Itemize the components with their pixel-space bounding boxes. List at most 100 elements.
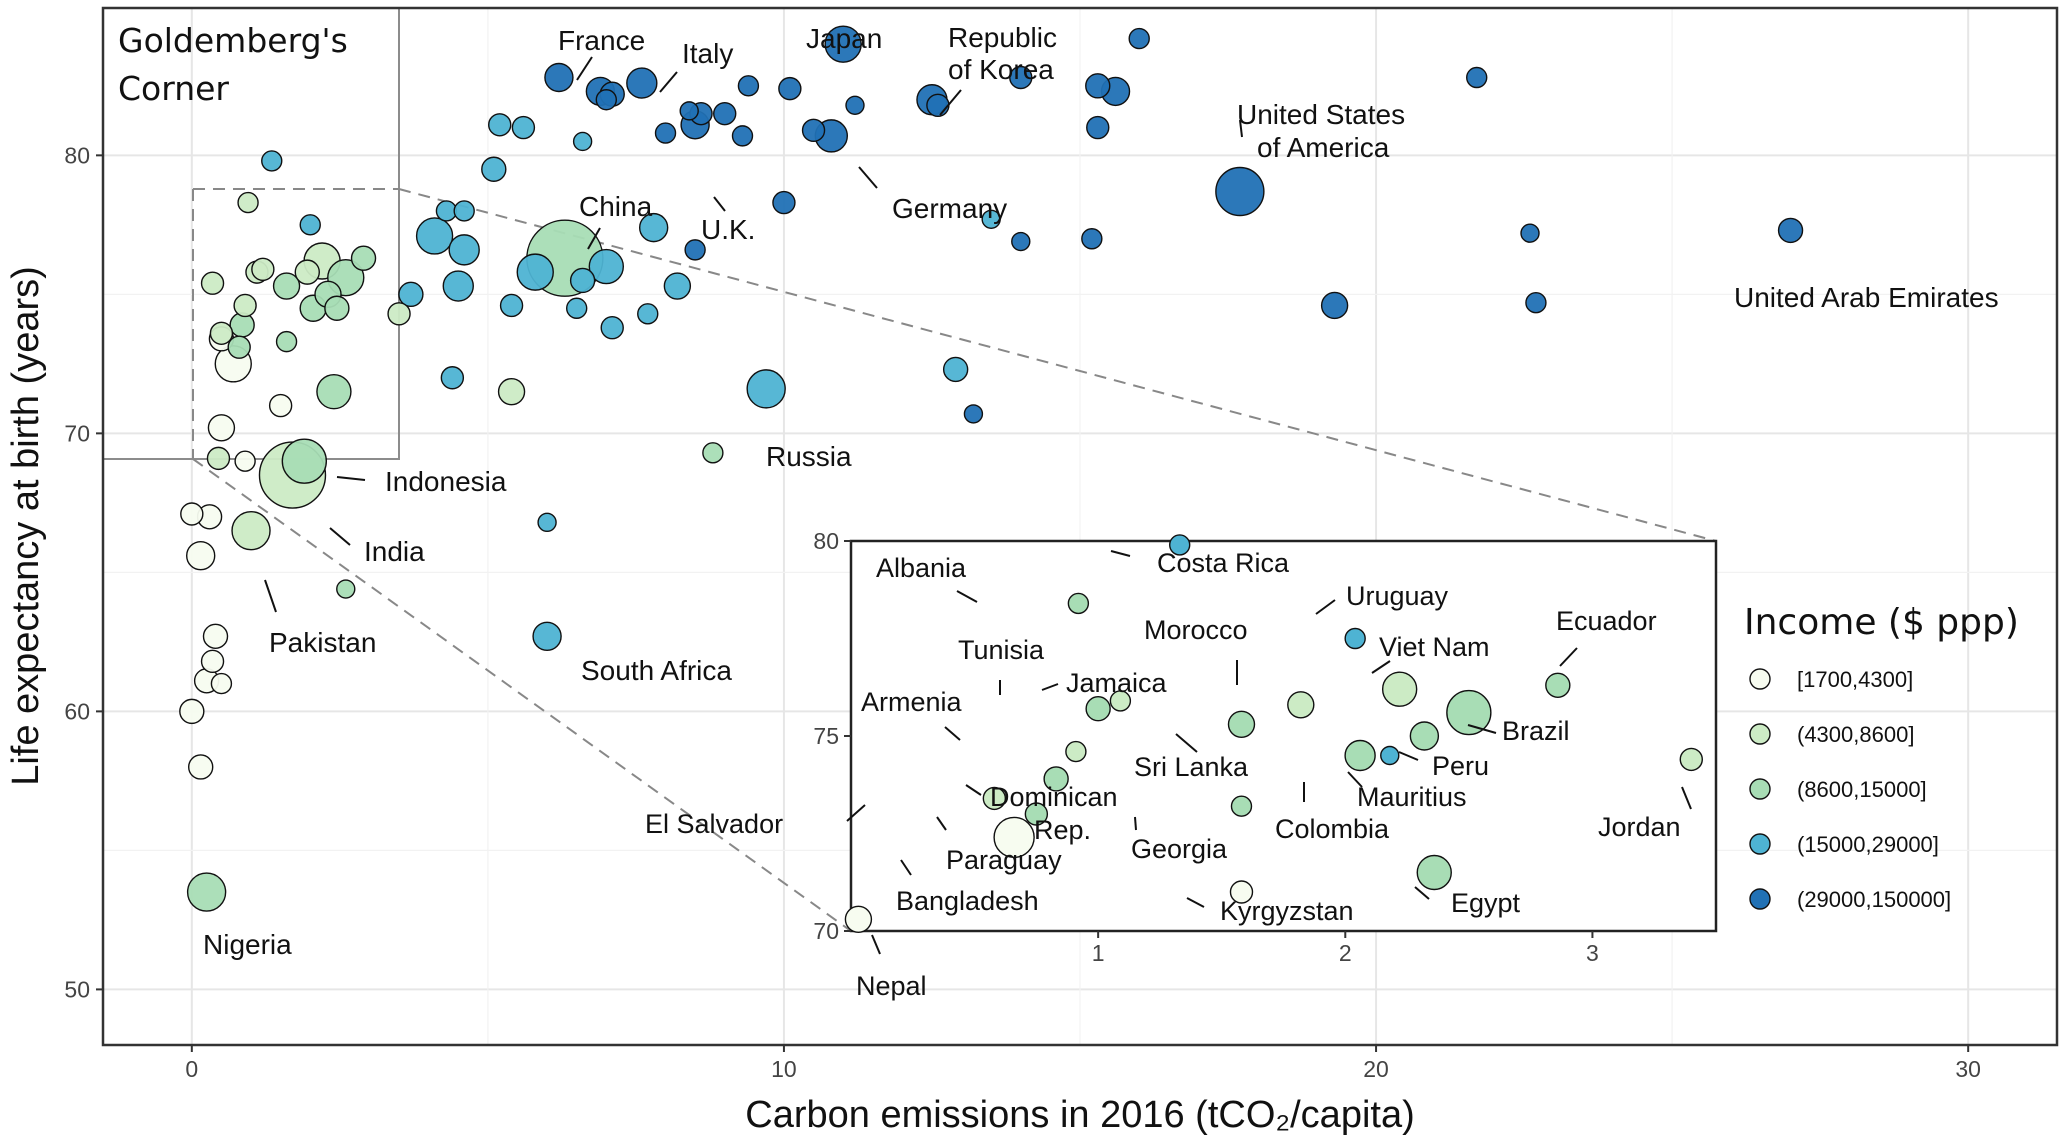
data-point (415, 217, 454, 255)
inset-label-armenia: Armenia (861, 687, 963, 717)
data-point (746, 369, 786, 409)
data-point (595, 89, 618, 111)
inset-data-point (1344, 627, 1366, 650)
data-point (626, 67, 658, 99)
data-point (180, 502, 204, 526)
data-point (565, 297, 588, 319)
legend-label: [1700,4300] (1797, 667, 1913, 692)
data-point (272, 272, 301, 300)
data-point (200, 649, 225, 674)
inset-data-point (1344, 739, 1376, 772)
data-point (202, 623, 229, 650)
data-point (350, 245, 377, 271)
goldemberg-corner-box: Goldemberg's Corner (102, 7, 1717, 932)
data-point (499, 293, 524, 318)
data-point (1011, 231, 1031, 252)
data-point (187, 754, 214, 780)
data-point (684, 239, 706, 261)
inset-y-tick-label: 70 (813, 918, 839, 944)
data-point (637, 303, 659, 325)
data-point (237, 191, 259, 214)
data-point (497, 377, 526, 406)
legend-swatch (1749, 668, 1771, 690)
inset-label-albania: Albania (876, 553, 967, 583)
label-china: China (579, 191, 653, 222)
label-france: France (558, 25, 645, 56)
data-point (772, 190, 796, 215)
data-point (294, 259, 320, 285)
data-point (511, 115, 536, 140)
legend: Income ($ ppp) [1700,4300] (4300,8600] (86… (1744, 602, 2019, 912)
data-point (186, 872, 227, 912)
y-tick-label: 80 (64, 142, 90, 168)
data-point (233, 293, 257, 318)
legend-label: (29000,150000] (1797, 887, 1951, 912)
label-indonesia: Indonesia (385, 466, 507, 497)
data-point (387, 302, 411, 326)
data-point (845, 95, 865, 116)
data-point (926, 93, 950, 118)
x-tick-label: 10 (771, 1056, 797, 1082)
axis-ticks: 0 10 20 30 50 60 70 80 (64, 142, 1981, 1082)
inset-label-peru: Peru (1432, 751, 1489, 781)
inset-label-uruguay: Uruguay (1346, 581, 1449, 611)
inset-label-tunisia: Tunisia (958, 635, 1045, 665)
data-point (1086, 115, 1110, 140)
data-point (963, 404, 984, 424)
data-point (588, 248, 625, 285)
corner-label-line1: Goldemberg's (118, 21, 348, 60)
data-point (200, 271, 225, 295)
data-point (1525, 291, 1547, 314)
data-point (227, 335, 251, 359)
inset-label-brazil: Brazil (1502, 716, 1570, 746)
data-point (231, 510, 271, 551)
label-usa-2: of America (1257, 132, 1390, 163)
data-point (532, 621, 562, 652)
label-uae: United Arab Emirates (1734, 282, 1999, 313)
data-point (1320, 291, 1349, 320)
data-point (316, 373, 352, 410)
data-point (209, 321, 234, 345)
data-point (654, 122, 677, 144)
x-axis-title: Carbon emissions in 2016 (tCO₂/capita) (745, 1094, 1415, 1136)
inset-label-colombia: Colombia (1275, 814, 1390, 844)
inset-ticks: 1 2 3 70 75 80 (813, 528, 1598, 966)
inset-label-el-salvador: El Salvador (645, 809, 783, 839)
inset-label-nepal: Nepal (856, 971, 927, 1001)
inset-label-bangladesh: Bangladesh (896, 886, 1039, 916)
data-point (663, 272, 692, 300)
legend-label: (4300,8600] (1797, 722, 1914, 747)
inset-data-point (1416, 854, 1452, 891)
data-point (179, 698, 205, 725)
label-italy: Italy (682, 38, 733, 69)
data-point (1520, 223, 1540, 243)
inset-label-sri-lanka: Sri Lanka (1134, 752, 1249, 782)
inset-panel: Costa Rica Albania Uruguay Morocco Viet … (645, 528, 1718, 1001)
label-korea-1: Republic (948, 22, 1057, 53)
data-point (1081, 228, 1103, 250)
inset-label-costa-rica: Costa Rica (1157, 548, 1290, 578)
inset-y-tick-label: 75 (813, 723, 839, 749)
x-tick-label: 30 (1955, 1056, 1981, 1082)
label-usa-1: United States (1237, 99, 1405, 130)
data-point (713, 101, 737, 126)
data-point (572, 131, 593, 152)
label-uk: U.K. (701, 214, 755, 245)
corner-label-line2: Corner (118, 69, 229, 108)
data-point (299, 214, 321, 236)
legend-title: Income ($ ppp) (1744, 602, 2019, 643)
x-tick-label: 0 (185, 1056, 198, 1082)
data-point (268, 393, 293, 418)
data-point (207, 414, 236, 442)
data-point (1085, 73, 1111, 99)
data-point (324, 295, 350, 321)
inset-data-point (1230, 795, 1253, 817)
inset-data-point (1043, 766, 1069, 792)
data-point (679, 101, 699, 121)
data-point (537, 512, 557, 533)
label-india: India (364, 536, 425, 567)
data-point (702, 442, 724, 464)
legend-swatch (1749, 778, 1771, 800)
inset-points (844, 534, 1703, 933)
